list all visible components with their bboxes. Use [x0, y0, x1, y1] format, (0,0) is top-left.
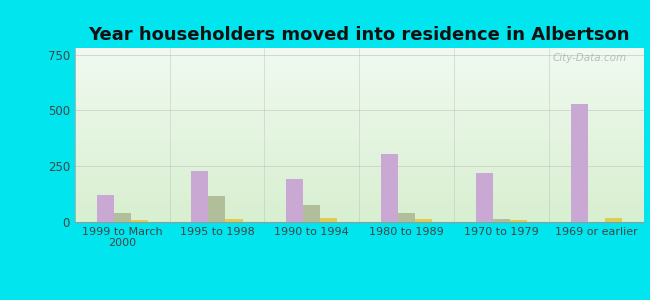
Bar [131, 220, 148, 222]
Bar [571, 104, 588, 222]
Bar [97, 195, 114, 222]
Text: City-Data.com: City-Data.com [552, 53, 627, 63]
Bar [320, 218, 337, 222]
Legend: White Non-Hispanic, Asian, Hispanic or Latino: White Non-Hispanic, Asian, Hispanic or L… [190, 298, 528, 300]
Bar [415, 219, 432, 222]
Bar [510, 220, 527, 222]
Bar [114, 213, 131, 222]
Bar [209, 196, 226, 222]
Bar [303, 205, 320, 222]
Bar [226, 219, 242, 222]
Title: Year householders moved into residence in Albertson: Year householders moved into residence i… [88, 26, 630, 44]
Bar [604, 218, 621, 222]
Bar [286, 178, 303, 222]
Bar [398, 213, 415, 222]
Bar [476, 173, 493, 222]
Bar [493, 219, 510, 222]
Bar [381, 154, 398, 222]
Bar [191, 171, 209, 222]
